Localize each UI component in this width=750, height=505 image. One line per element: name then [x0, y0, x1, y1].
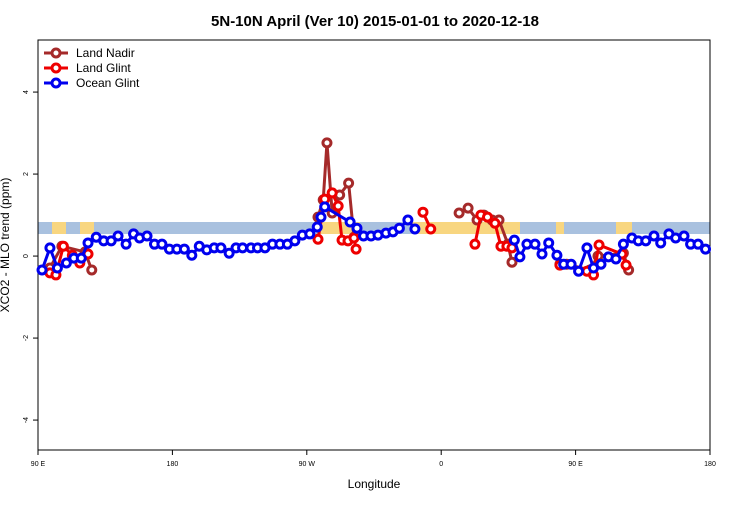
- data-point: [44, 242, 56, 254]
- data-point: [75, 252, 87, 264]
- band-patch: [52, 222, 66, 234]
- data-point: [178, 243, 190, 255]
- plot-area: [38, 40, 710, 450]
- data-point: [409, 223, 421, 235]
- x-tick-label: 0: [439, 461, 443, 468]
- legend-marker: [50, 62, 62, 74]
- data-point: [315, 211, 327, 223]
- x-axis-label: Longitude: [348, 477, 401, 491]
- y-tick-label: 4: [23, 90, 30, 94]
- data-point: [417, 206, 429, 218]
- data-point: [311, 221, 323, 233]
- data-point: [86, 264, 98, 276]
- y-tick-label: -4: [23, 417, 30, 423]
- x-tick-label: 90 E: [568, 461, 583, 468]
- plot-frame: [37, 39, 711, 451]
- y-tick-label: 0: [23, 254, 30, 258]
- data-point: [692, 238, 704, 250]
- marks: [36, 137, 712, 281]
- data-point: [351, 222, 363, 234]
- data-point: [506, 256, 518, 268]
- band-patch: [80, 222, 94, 234]
- data-point: [120, 238, 132, 250]
- data-point: [223, 247, 235, 259]
- data-point: [332, 200, 344, 212]
- data-point: [508, 234, 520, 246]
- data-point: [215, 242, 227, 254]
- data-point: [551, 249, 563, 261]
- data-point: [82, 237, 94, 249]
- data-point: [319, 201, 331, 213]
- data-point: [186, 249, 198, 261]
- data-point: [610, 253, 622, 265]
- data-point: [237, 242, 249, 254]
- data-point: [593, 239, 605, 251]
- data-point: [57, 240, 69, 252]
- data-point: [489, 217, 501, 229]
- data-point: [393, 222, 405, 234]
- data-point: [112, 230, 124, 242]
- legend-label: Land Nadir: [76, 46, 135, 60]
- data-point: [620, 259, 632, 271]
- legend-label: Ocean Glint: [76, 76, 140, 90]
- data-point: [670, 232, 682, 244]
- data-point: [105, 235, 117, 247]
- data-point: [469, 238, 481, 250]
- reference-band: [38, 222, 710, 234]
- data-point: [514, 251, 526, 263]
- data-point: [304, 228, 316, 240]
- x-tick-label: 90 E: [31, 461, 46, 468]
- x-tick-label: 180: [704, 461, 716, 468]
- data-point: [350, 243, 362, 255]
- y-tick-label: 2: [23, 172, 30, 176]
- band-patch: [616, 222, 632, 234]
- data-point: [581, 242, 593, 254]
- data-point: [343, 177, 355, 189]
- data-point: [348, 232, 360, 244]
- x-tick-label: 180: [167, 461, 179, 468]
- data-point: [529, 238, 541, 250]
- data-point: [402, 214, 414, 226]
- series-line: [49, 190, 628, 278]
- data-point: [573, 265, 585, 277]
- data-point: [595, 258, 607, 270]
- data-point: [156, 238, 168, 250]
- data-point: [617, 238, 629, 250]
- band-patch: [556, 222, 564, 234]
- data-point: [481, 211, 493, 223]
- data-point: [462, 202, 474, 214]
- data-point: [678, 230, 690, 242]
- data-point: [312, 233, 324, 245]
- data-point: [655, 237, 667, 249]
- data-point: [289, 235, 301, 247]
- legend-label: Land Glint: [76, 61, 131, 75]
- y-tick-label: -2: [23, 335, 30, 341]
- data-point: [648, 230, 660, 242]
- chart-title: 5N-10N April (Ver 10) 2015-01-01 to 2020…: [211, 13, 539, 30]
- data-point: [640, 235, 652, 247]
- data-point: [700, 243, 712, 255]
- data-point: [536, 248, 548, 260]
- data-point: [425, 223, 437, 235]
- data-point: [51, 262, 63, 274]
- legend-marker: [50, 47, 62, 59]
- x-tick-label: 90 W: [299, 461, 316, 468]
- data-point: [565, 258, 577, 270]
- data-point: [36, 264, 48, 276]
- data-point: [60, 257, 72, 269]
- data-point: [344, 216, 356, 228]
- data-point: [141, 230, 153, 242]
- data-point: [321, 137, 333, 149]
- y-axis-label: XCO2 - MLO trend (ppm): [0, 178, 12, 313]
- data-point: [453, 207, 465, 219]
- data-point: [326, 187, 338, 199]
- legend-marker: [50, 77, 62, 89]
- data-point: [543, 237, 555, 249]
